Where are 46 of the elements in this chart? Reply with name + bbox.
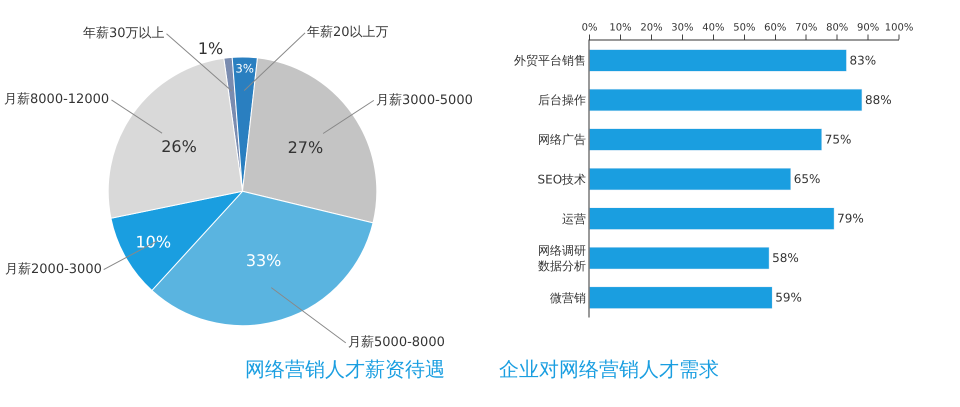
data-label: 58% xyxy=(772,251,799,266)
data-label: 1% xyxy=(198,38,224,58)
x-tick-label: 90% xyxy=(857,22,880,34)
x-tick-label: 30% xyxy=(671,22,694,34)
data-label: 33% xyxy=(246,250,282,270)
slice-label: 月薪3000-5000 xyxy=(376,93,473,108)
slice-label: 年薪30万以上 xyxy=(83,26,165,41)
text: 企业对网络营销人才需求 xyxy=(499,357,719,381)
data-label: 88% xyxy=(864,93,892,108)
x-tick-label: 40% xyxy=(702,22,724,34)
data-label: 65% xyxy=(794,172,820,186)
bar xyxy=(590,49,847,72)
x-tick-label: 100% xyxy=(884,22,914,34)
bar xyxy=(590,286,772,309)
bar xyxy=(590,247,770,270)
data-label: 83% xyxy=(849,53,876,68)
bar xyxy=(590,128,822,151)
y-tick-label: SEO技术 xyxy=(538,172,586,186)
y-tick-label: 网络广告 xyxy=(538,132,586,147)
x-tick-label: 50% xyxy=(733,22,756,34)
data-label: 10% xyxy=(136,232,172,252)
x-tick-label: 70% xyxy=(795,22,818,34)
text: 网络营销人才薪资待遇 xyxy=(245,357,445,381)
x-tick-label: 10% xyxy=(609,22,632,34)
slice-label: 月薪2000-3000 xyxy=(5,262,102,277)
y-tick-label: 后台操作 xyxy=(538,93,586,108)
x-tick-label: 80% xyxy=(826,22,848,34)
x-tick-label: 60% xyxy=(764,22,786,34)
data-label: 3% xyxy=(235,62,254,76)
y-tick-label: 微营销 xyxy=(550,290,586,305)
x-tick-label: 0% xyxy=(582,22,598,34)
bar xyxy=(590,88,862,112)
x-tick-label: 20% xyxy=(640,22,663,34)
slice-label: 月薪8000-12000 xyxy=(4,92,110,107)
y-tick-label: 运营 xyxy=(562,212,586,226)
data-label: 26% xyxy=(161,137,197,156)
slice-label: 月薪5000-8000 xyxy=(348,335,445,350)
y-tick-label: 外贸平台销售 xyxy=(514,54,586,68)
data-label: 27% xyxy=(288,138,324,157)
data-label: 75% xyxy=(824,132,852,147)
y-tick-label: 网络调研数据分析 xyxy=(538,244,586,274)
bar xyxy=(590,168,792,190)
data-label: 79% xyxy=(837,212,864,226)
data-label: 59% xyxy=(775,290,802,305)
bar xyxy=(590,207,834,230)
slice-label: 年薪20以上万 xyxy=(307,25,389,40)
